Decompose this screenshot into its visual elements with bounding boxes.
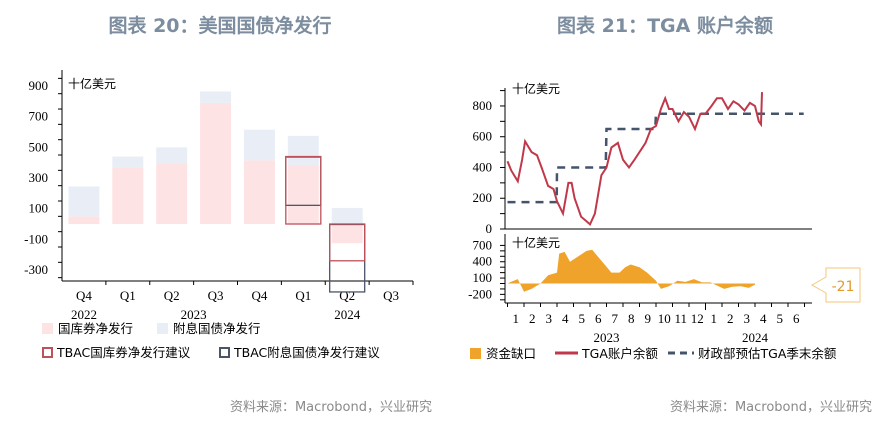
callout-box xyxy=(810,267,861,303)
x-tick-label: 7 xyxy=(612,311,619,326)
y-tick-label-lower: 100 xyxy=(473,270,493,285)
y-tick-label-lower: -200 xyxy=(468,286,492,301)
tbac-bills-box xyxy=(329,223,366,262)
y-tick-label-lower: 400 xyxy=(473,254,493,269)
year-label: 2024 xyxy=(334,307,361,322)
legend-swatch-coupons xyxy=(157,323,168,334)
bar-coupons xyxy=(200,91,232,103)
legend-swatch-tbac-coupons xyxy=(219,347,230,358)
legend-coupons: 附息国债净发行 xyxy=(173,321,261,336)
tbac-bills-box xyxy=(285,155,322,225)
x-tick-label: 2 xyxy=(529,311,536,326)
x-tick-label: 6 xyxy=(793,311,800,326)
x-tick-label: 9 xyxy=(645,311,652,326)
legend-bills: 国库券净发行 xyxy=(58,321,133,336)
x-tick-label: 11 xyxy=(674,311,687,326)
y-tick-label: 700 xyxy=(29,109,49,124)
y-tick-label: 0 xyxy=(486,221,493,236)
x-tick-label: Q2 xyxy=(164,288,180,303)
x-tick-label: 4 xyxy=(562,311,569,326)
x-tick-label: Q2 xyxy=(339,288,355,303)
chart-title: 图表 20：美国国债净发行 xyxy=(108,14,331,37)
y-tick-label: 900 xyxy=(29,78,49,93)
tga-balance-line xyxy=(506,92,763,227)
bar-coupons xyxy=(156,147,188,164)
x-tick-label: Q1 xyxy=(120,288,136,303)
y-tick-label: 200 xyxy=(473,190,493,205)
bar-coupons xyxy=(243,129,275,161)
y-tick-label: 100 xyxy=(29,201,49,216)
x-tick-label: Q3 xyxy=(383,288,399,303)
year-label: 2023 xyxy=(181,307,207,322)
legend-swatch-tbac-bills xyxy=(42,347,53,358)
bar-bills xyxy=(243,160,275,224)
x-tick-label: 10 xyxy=(658,311,671,326)
year-label: 2023 xyxy=(594,330,620,345)
x-tick-label: 1 xyxy=(711,311,718,326)
unit-label-lower: 十亿美元 xyxy=(512,235,560,250)
x-tick-label: 3 xyxy=(744,311,751,326)
bar-coupons xyxy=(331,207,363,224)
bar-coupons xyxy=(287,135,319,165)
y-tick-label: -300 xyxy=(24,262,48,277)
funding-gap-area xyxy=(507,249,755,292)
x-tick-label: 12 xyxy=(691,311,704,326)
chart-title: 图表 21：TGA 账户余额 xyxy=(557,14,773,37)
callout-value: -21 xyxy=(832,279,855,295)
unit-label: 十亿美元 xyxy=(68,76,116,91)
year-label: 2022 xyxy=(71,307,97,322)
x-tick-label: 5 xyxy=(579,311,586,326)
x-tick-label: 8 xyxy=(628,311,635,326)
bar-bills xyxy=(200,102,232,224)
bar-bills xyxy=(287,164,319,224)
y-tick-label: -100 xyxy=(24,231,48,246)
x-tick-label: 6 xyxy=(595,311,602,326)
x-tick-label: Q4 xyxy=(76,288,92,303)
x-tick-label: Q4 xyxy=(251,288,267,303)
bar-bills xyxy=(112,167,144,224)
x-tick-label: Q3 xyxy=(208,288,224,303)
year-label: 2024 xyxy=(742,330,769,345)
y-tick-label: 600 xyxy=(473,129,493,144)
x-tick-label: 4 xyxy=(760,311,767,326)
y-tick-label: 400 xyxy=(473,159,493,174)
bar-bills xyxy=(68,216,100,224)
legend-tbac-bills: TBAC国库券净发行建议 xyxy=(56,345,191,360)
legend-tga: TGA账户余额 xyxy=(581,346,658,361)
legend-tbac-coupons: TBAC附息国债净发行建议 xyxy=(233,345,380,360)
bar-bills xyxy=(156,163,188,224)
source-note: 资料来源：Macrobond，兴业研究 xyxy=(230,400,432,415)
y-tick-label-lower: 700 xyxy=(473,237,493,252)
x-tick-label: 3 xyxy=(546,311,553,326)
x-tick-label: 5 xyxy=(777,311,784,326)
bar-bills xyxy=(331,224,363,244)
legend-gap: 资金缺口 xyxy=(486,346,536,361)
source-note: 资料来源：Macrobond，兴业研究 xyxy=(670,400,872,415)
y-tick-label: 300 xyxy=(29,170,49,185)
legend-swatch-bills xyxy=(42,323,53,334)
x-tick-label: Q1 xyxy=(295,288,311,303)
legend-estimate: 财政部预估TGA季末余额 xyxy=(698,346,837,361)
x-tick-label: 2 xyxy=(727,311,734,326)
legend-swatch-gap xyxy=(470,348,481,359)
y-tick-label: 500 xyxy=(29,139,49,154)
unit-label: 十亿美元 xyxy=(512,81,560,96)
bar-coupons xyxy=(68,186,100,217)
bar-coupons xyxy=(112,156,144,168)
x-tick-label: 1 xyxy=(513,311,520,326)
y-tick-label: 800 xyxy=(473,98,493,113)
